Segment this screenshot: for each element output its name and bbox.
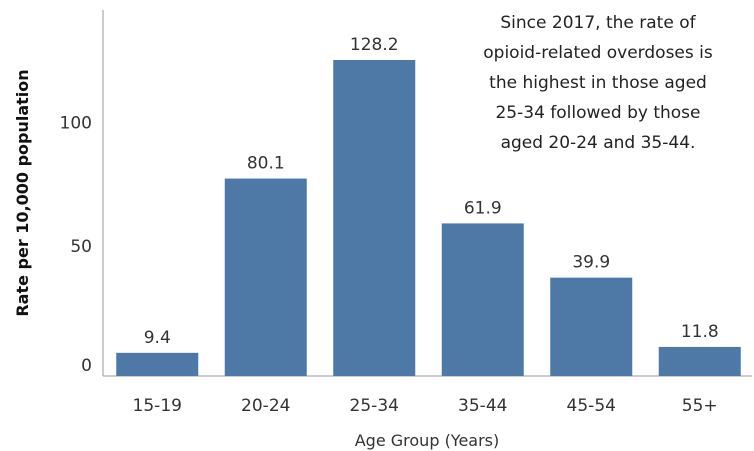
y-tick-label: 100 (60, 114, 92, 134)
annotation-line: the highest in those aged (489, 73, 707, 93)
data-labels: 9.4 80.1 128.2 61.9 39.9 11.8 (144, 35, 719, 348)
annotation-line: 25-34 followed by those (495, 103, 700, 123)
data-label: 9.4 (144, 328, 171, 348)
data-label: 80.1 (247, 154, 285, 174)
x-tick-label: 55+ (682, 396, 718, 416)
x-tick-label: 25-34 (350, 396, 399, 416)
x-tick-label: 15-19 (133, 396, 182, 416)
bar-25-34 (333, 59, 416, 376)
y-axis-title: Rate per 10,000 population (13, 69, 32, 316)
bar-45-54 (550, 277, 633, 376)
data-label: 39.9 (572, 253, 610, 273)
y-tick-label: 50 (70, 237, 92, 257)
data-label: 61.9 (464, 198, 502, 218)
x-axis-title: Age Group (Years) (355, 431, 500, 450)
data-label: 11.8 (681, 322, 719, 342)
bar-15-19 (116, 352, 199, 376)
bar-35-44 (441, 223, 524, 376)
bar-20-24 (224, 178, 307, 376)
y-tick-label: 0 (81, 356, 92, 376)
x-tick-label: 20-24 (241, 396, 290, 416)
bars (116, 59, 741, 376)
x-tick-label: 35-44 (458, 396, 507, 416)
bar-55+ (658, 346, 741, 376)
x-tick-labels: 15-19 20-24 25-34 35-44 45-54 55+ (133, 396, 718, 416)
y-tick-labels: 0 50 100 (60, 114, 92, 377)
annotation-line: opioid-related overdoses is (483, 43, 713, 63)
data-label: 128.2 (350, 35, 399, 55)
annotation-line: Since 2017, the rate of (500, 13, 696, 33)
annotation-line: aged 20-24 and 35-44. (501, 133, 696, 153)
x-tick-label: 45-54 (567, 396, 616, 416)
annotation-text: Since 2017, the rate of opioid-related ov… (483, 13, 713, 153)
